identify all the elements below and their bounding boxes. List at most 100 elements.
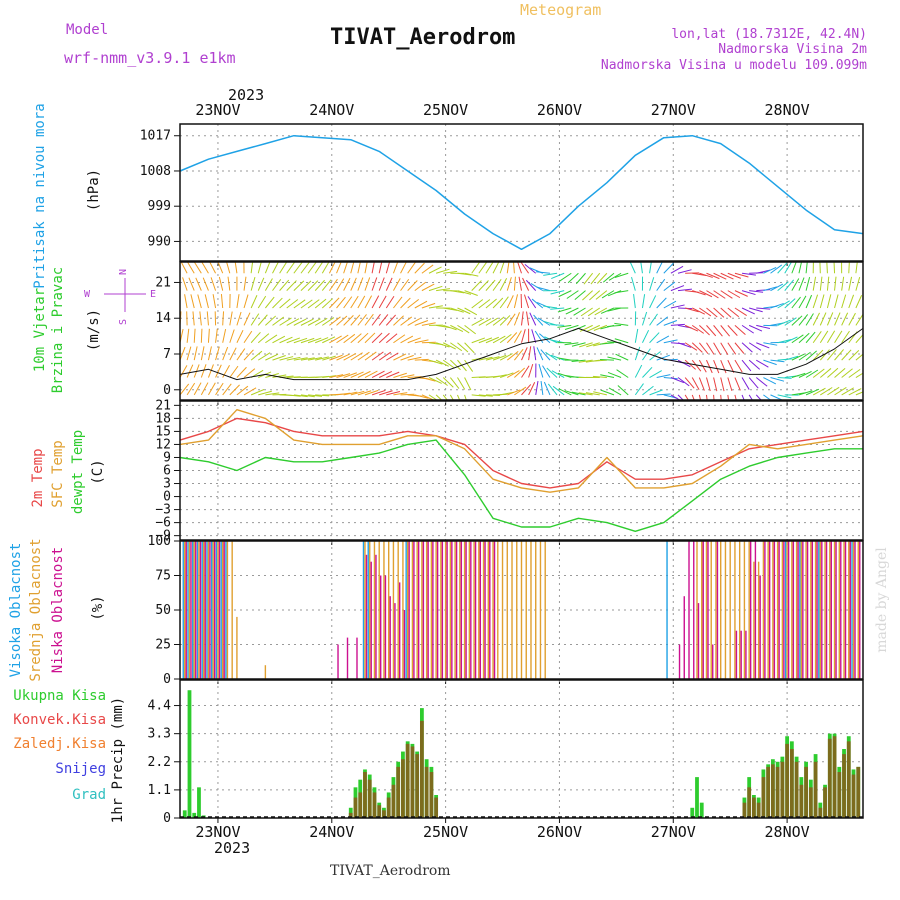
wind-barb [329,374,344,379]
wind-barb [663,262,674,274]
wind-barb [748,324,763,332]
wind-barb [805,276,811,291]
wind-barb [227,276,231,291]
wind-barb [293,262,303,274]
wind-barb [264,278,273,291]
wind-barb [826,312,834,326]
wind-barb [210,277,217,291]
wind-barb [343,315,354,326]
wind-barb [265,334,278,344]
wind-barb [777,319,791,326]
wind-barb [634,383,644,396]
wind-barb [543,272,558,276]
wind-barb [378,262,383,274]
wind-barb [407,280,418,291]
wind-ylabel-line1: 10m Vjetar [32,288,48,372]
wind-barb [385,277,393,291]
wind-barb [691,324,705,334]
wind-barb [414,339,429,344]
wind-barb [450,307,464,313]
wind-barb [791,315,803,326]
wind-barb [528,346,532,361]
temp-sfc-label: SFC Temp [50,440,66,507]
wind-barb [523,294,530,309]
wind-barb [200,328,203,343]
wind-barb [279,279,290,291]
wind-barb [656,297,667,309]
wind-barb [578,392,593,396]
wind-barb [734,325,746,336]
wind-barb [350,333,362,344]
wind-barb [272,262,279,274]
wind-barb [314,298,327,309]
wind-barb [407,262,417,274]
wind-barb [200,364,207,378]
wind-barb [540,349,551,361]
wind-barb [855,262,858,274]
wind-barb [257,262,262,274]
wind-barb [720,394,722,400]
wind-barb [820,387,833,396]
wind-barb [215,346,220,361]
wind-barb [250,262,254,274]
y-tick-label: 0 [163,672,171,687]
wind-barb [343,391,358,396]
wind-barb [567,272,579,284]
precip-convective-bar [396,766,401,818]
precip-convective-bar [419,720,424,818]
wind-barb [357,314,367,326]
wind-barb [631,277,636,291]
wind-barb [536,347,544,361]
wind-barb [499,333,512,344]
wind-barb [805,369,819,378]
wind-barb [464,359,474,372]
wind-barb [542,365,551,378]
wind-barb [706,307,718,318]
wind-barb [464,342,475,354]
wind-barb [257,277,265,291]
wind-barb [594,307,608,316]
wind-barb [798,390,813,396]
wind-barb [684,324,699,332]
wind-barb [528,382,536,396]
wind-barb [478,337,493,344]
wind-barb [209,262,217,274]
wind-barb [220,294,224,309]
wind-barb [841,368,853,378]
wind-barb [400,297,411,309]
wind-barb [518,276,522,291]
wind-barb [300,318,314,326]
wind-barb [364,332,376,344]
wind-barb [590,272,601,285]
precip-ylabel: 1hr Precip (mm) [110,697,126,823]
wind-barb [386,333,398,344]
wind-barb [713,290,726,299]
wind-barb [600,374,615,379]
wind-barb [478,318,492,326]
wind-barb [492,354,507,361]
wind-barb [524,264,537,274]
wind-barb [250,313,260,326]
wind-barb [201,262,209,274]
wind-barb [720,359,727,374]
pressure-ylabel: Pritisak na nivou mora (hPa) [32,103,102,288]
dewpoint-line [179,439,863,532]
pressure-panel: 990 999 1008 1017 [140,123,864,266]
wind-barb [457,272,472,276]
y-tick-label: 14 [155,311,171,326]
model-label: Model [66,22,108,38]
wind-barb [308,394,323,397]
wind-barb [293,394,308,398]
wind-barb [763,394,772,400]
wind-barb [699,307,712,317]
y-tick-label: 6 [163,464,171,479]
wind-barb [791,372,806,378]
wind-barb [550,290,565,295]
wind-barb [634,364,643,378]
wind-barb [862,376,863,378]
wind-barb [300,262,310,274]
wind-barb [393,372,407,378]
wind-barb [582,290,593,301]
wind-barb [670,377,685,384]
wind-ylabel: 10m Vjetar Brzina i Pravac (m/s) N W E S [32,267,156,393]
